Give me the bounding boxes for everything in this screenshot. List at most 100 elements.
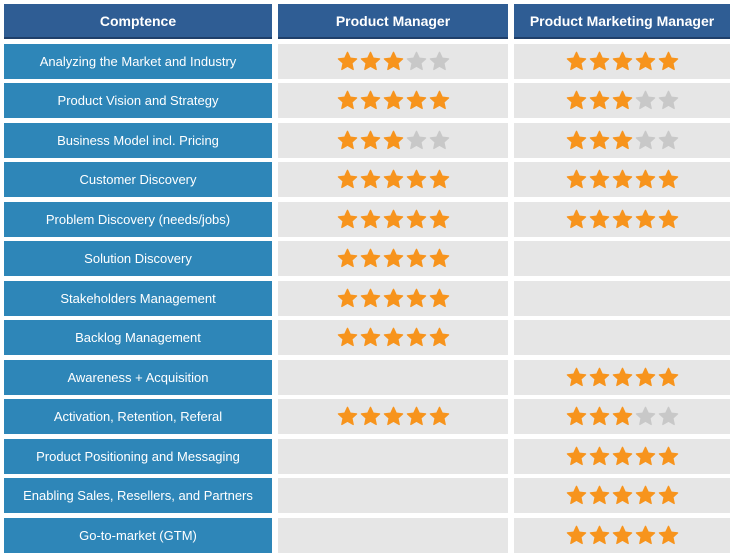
header-product-marketing-manager: Product Marketing Manager <box>514 4 730 39</box>
star-filled-icon <box>429 406 449 426</box>
product-manager-cell <box>278 241 508 276</box>
star-filled-icon <box>589 90 609 110</box>
competence-label: Activation, Retention, Referal <box>4 399 272 434</box>
star-filled-icon <box>612 90 632 110</box>
product-marketing-manager-rating <box>566 209 679 230</box>
product-marketing-manager-cell <box>514 201 730 237</box>
star-filled-icon <box>658 485 678 505</box>
star-filled-icon <box>658 367 678 386</box>
competence-label: Product Positioning and Messaging <box>4 438 272 474</box>
competence-label: Customer Discovery <box>4 162 272 197</box>
star-filled-icon <box>612 209 632 228</box>
competence-table: Comptence Product Manager Product Market… <box>4 4 730 553</box>
star-filled-icon <box>589 209 609 228</box>
star-filled-icon <box>566 169 586 189</box>
star-empty-icon <box>658 90 678 110</box>
product-marketing-manager-rating <box>566 51 679 72</box>
product-marketing-manager-cell <box>514 478 730 513</box>
competence-label: Product Vision and Strategy <box>4 83 272 118</box>
star-filled-icon <box>635 209 655 228</box>
star-empty-icon <box>406 51 426 70</box>
star-filled-icon <box>566 525 586 544</box>
product-marketing-manager-rating <box>566 367 679 388</box>
star-filled-icon <box>406 248 426 268</box>
star-filled-icon <box>566 51 586 70</box>
header-product-manager: Product Manager <box>278 4 508 39</box>
star-filled-icon <box>337 169 357 189</box>
star-empty-icon <box>429 51 449 70</box>
product-marketing-manager-cell <box>514 43 730 79</box>
star-filled-icon <box>360 90 380 110</box>
star-filled-icon <box>337 90 357 110</box>
product-marketing-manager-cell <box>514 122 730 158</box>
star-filled-icon <box>612 367 632 386</box>
product-manager-cell <box>278 359 508 395</box>
star-filled-icon <box>635 169 655 189</box>
product-marketing-manager-cell <box>514 517 730 553</box>
star-empty-icon <box>658 130 678 149</box>
star-filled-icon <box>360 130 380 149</box>
star-filled-icon <box>612 406 632 426</box>
product-manager-cell <box>278 438 508 474</box>
star-filled-icon <box>589 446 609 465</box>
star-filled-icon <box>406 90 426 110</box>
star-filled-icon <box>612 525 632 544</box>
product-manager-cell <box>278 399 508 434</box>
star-filled-icon <box>406 169 426 189</box>
star-filled-icon <box>406 406 426 426</box>
competence-label: Stakeholders Management <box>4 280 272 316</box>
star-filled-icon <box>383 51 403 70</box>
product-manager-rating <box>337 406 450 427</box>
star-filled-icon <box>360 406 380 426</box>
star-filled-icon <box>658 169 678 189</box>
star-filled-icon <box>566 367 586 386</box>
star-filled-icon <box>360 209 380 228</box>
product-manager-cell <box>278 83 508 118</box>
product-marketing-manager-cell <box>514 280 730 316</box>
product-manager-cell <box>278 122 508 158</box>
star-filled-icon <box>612 51 632 70</box>
star-filled-icon <box>337 288 357 307</box>
product-manager-cell <box>278 162 508 197</box>
product-marketing-manager-cell <box>514 162 730 197</box>
product-manager-cell <box>278 43 508 79</box>
star-empty-icon <box>658 406 678 426</box>
product-marketing-manager-cell <box>514 83 730 118</box>
star-empty-icon <box>635 90 655 110</box>
star-filled-icon <box>635 51 655 70</box>
star-filled-icon <box>337 248 357 268</box>
product-marketing-manager-cell <box>514 399 730 434</box>
product-manager-rating <box>337 51 450 72</box>
star-filled-icon <box>383 406 403 426</box>
product-manager-cell <box>278 517 508 553</box>
competence-label: Awareness + Acquisition <box>4 359 272 395</box>
product-marketing-manager-rating <box>566 90 679 111</box>
star-filled-icon <box>383 130 403 149</box>
star-filled-icon <box>383 209 403 228</box>
star-filled-icon <box>337 327 357 347</box>
product-marketing-manager-cell <box>514 359 730 395</box>
star-filled-icon <box>566 446 586 465</box>
product-manager-cell <box>278 320 508 355</box>
competence-label: Go-to-market (GTM) <box>4 517 272 553</box>
competence-label: Solution Discovery <box>4 241 272 276</box>
star-filled-icon <box>635 446 655 465</box>
star-filled-icon <box>589 367 609 386</box>
star-empty-icon <box>635 130 655 149</box>
product-manager-rating <box>337 90 450 111</box>
star-filled-icon <box>635 367 655 386</box>
product-manager-rating <box>337 288 450 309</box>
star-filled-icon <box>566 485 586 505</box>
star-filled-icon <box>360 288 380 307</box>
star-filled-icon <box>337 51 357 70</box>
product-marketing-manager-rating <box>566 446 679 467</box>
star-empty-icon <box>406 130 426 149</box>
star-filled-icon <box>566 130 586 149</box>
star-filled-icon <box>658 51 678 70</box>
star-filled-icon <box>383 248 403 268</box>
product-manager-cell <box>278 201 508 237</box>
star-filled-icon <box>566 406 586 426</box>
product-manager-cell <box>278 280 508 316</box>
product-marketing-manager-rating <box>566 485 679 506</box>
star-filled-icon <box>566 209 586 228</box>
